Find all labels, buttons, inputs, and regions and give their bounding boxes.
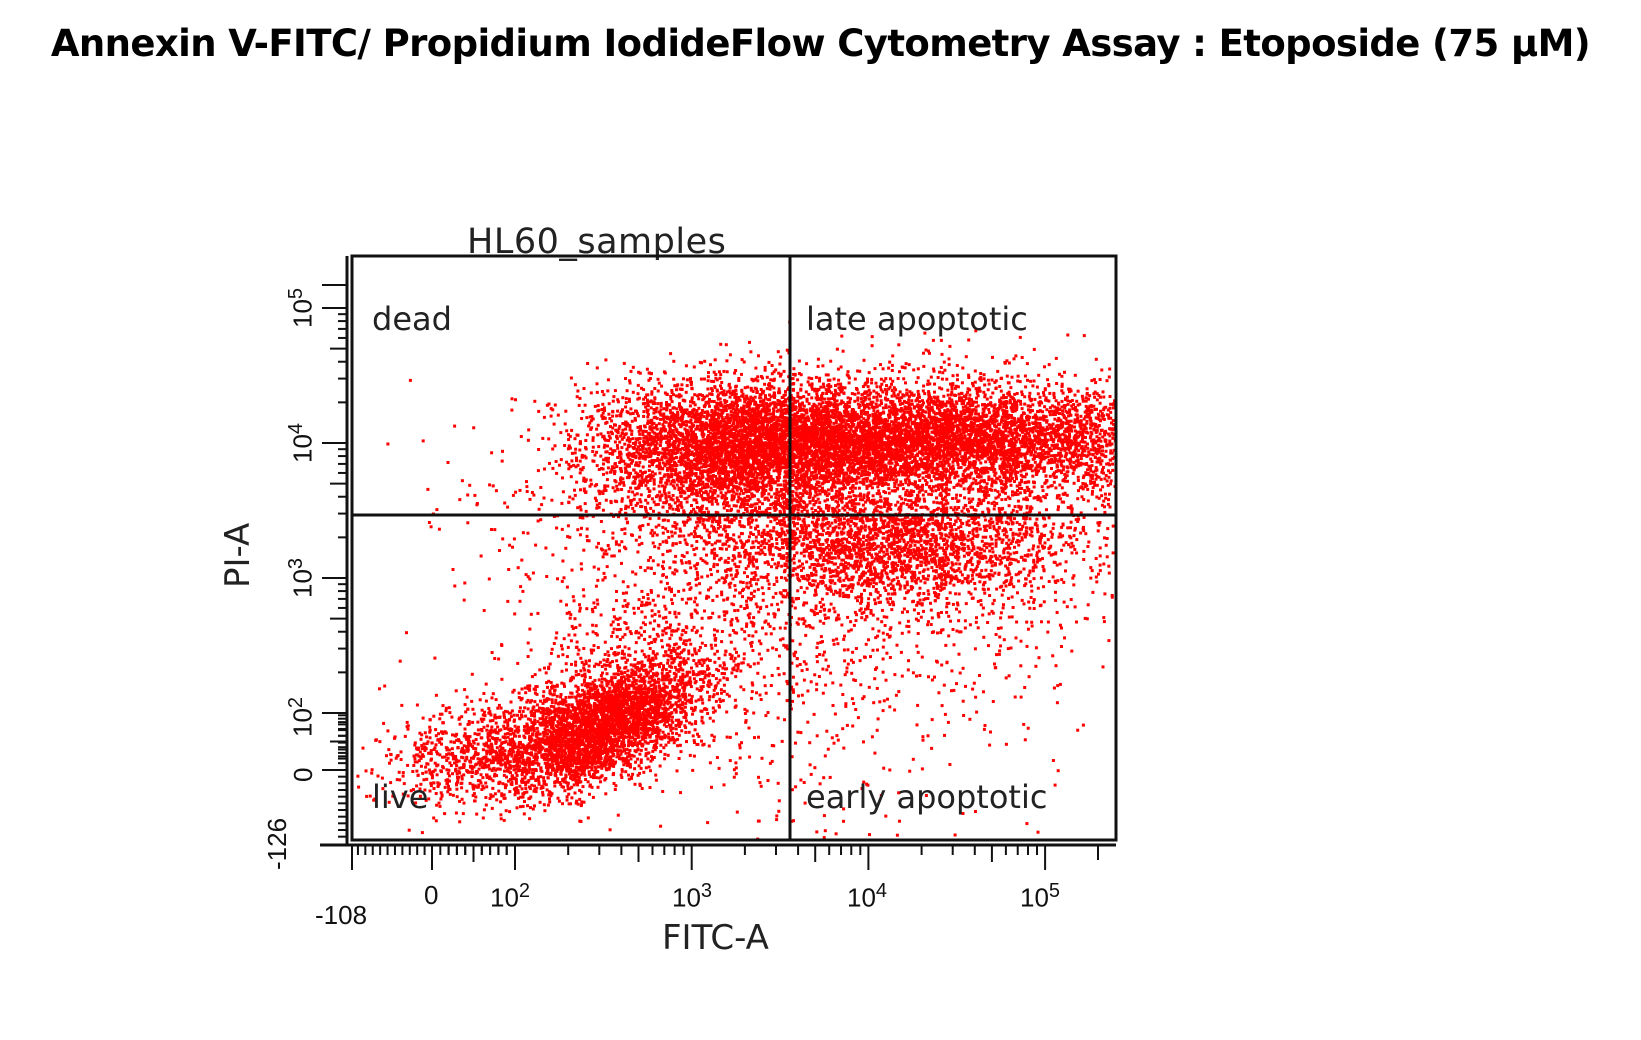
x-tick-exp: 5 [1048, 880, 1061, 902]
y-tick-exp: 5 [285, 287, 307, 300]
y-tick-base: 10 [287, 708, 318, 737]
y-tick-base: 10 [287, 569, 318, 598]
y-tick-0: 0 [288, 768, 319, 782]
y-tick-base: 10 [287, 434, 318, 463]
x-tick-0: 0 [424, 880, 438, 911]
x-tick-10-5: 105 [1020, 880, 1060, 914]
y-axis-label: PI-A [218, 522, 258, 588]
quadrant-label-late-apoptotic: late apoptotic [806, 300, 1028, 338]
x-tick-10-4: 104 [847, 880, 887, 914]
quadrant-label-dead: dead [372, 300, 452, 338]
y-tick-10-3: 103 [285, 558, 319, 598]
x-tick-base: 10 [847, 882, 876, 913]
y-tick-base: 10 [287, 299, 318, 328]
y-tick-10-4: 104 [285, 423, 319, 463]
x-tick-10-2: 102 [490, 880, 530, 914]
scatter-points [356, 320, 1117, 841]
y-tick-exp: 4 [285, 422, 307, 435]
y-axis-ticks [322, 284, 347, 838]
plot-frame [350, 254, 1118, 842]
y-tick-exp: 2 [285, 696, 307, 709]
y-tick-exp: 3 [285, 557, 307, 570]
y-tick-10-5: 105 [285, 288, 319, 328]
x-axis-ticks [351, 845, 1099, 870]
quadrant-label-live: live [372, 778, 429, 816]
y-tick-0-base: 0 [288, 767, 318, 782]
x-tick-exp: 3 [700, 880, 713, 902]
x-tick-base: 10 [490, 882, 519, 913]
x-axis-label: FITC-A [662, 918, 769, 958]
quadrant-label-early-apoptotic: early apoptotic [806, 778, 1048, 816]
y-tick-10-2: 102 [285, 697, 319, 737]
x-tick-exp: 4 [875, 880, 888, 902]
x-tick-min: -108 [315, 900, 368, 930]
x-tick-10-3: 103 [672, 880, 712, 914]
chart-title: Annexin V-FITC/ Propidium IodideFlow Cyt… [50, 22, 1591, 65]
x-tick-base: 10 [672, 882, 701, 913]
x-tick-base: 10 [1020, 882, 1049, 913]
y-tick-min: -126 [262, 817, 292, 870]
x-tick-0-base: 0 [424, 880, 439, 910]
x-tick-exp: 2 [518, 880, 531, 902]
